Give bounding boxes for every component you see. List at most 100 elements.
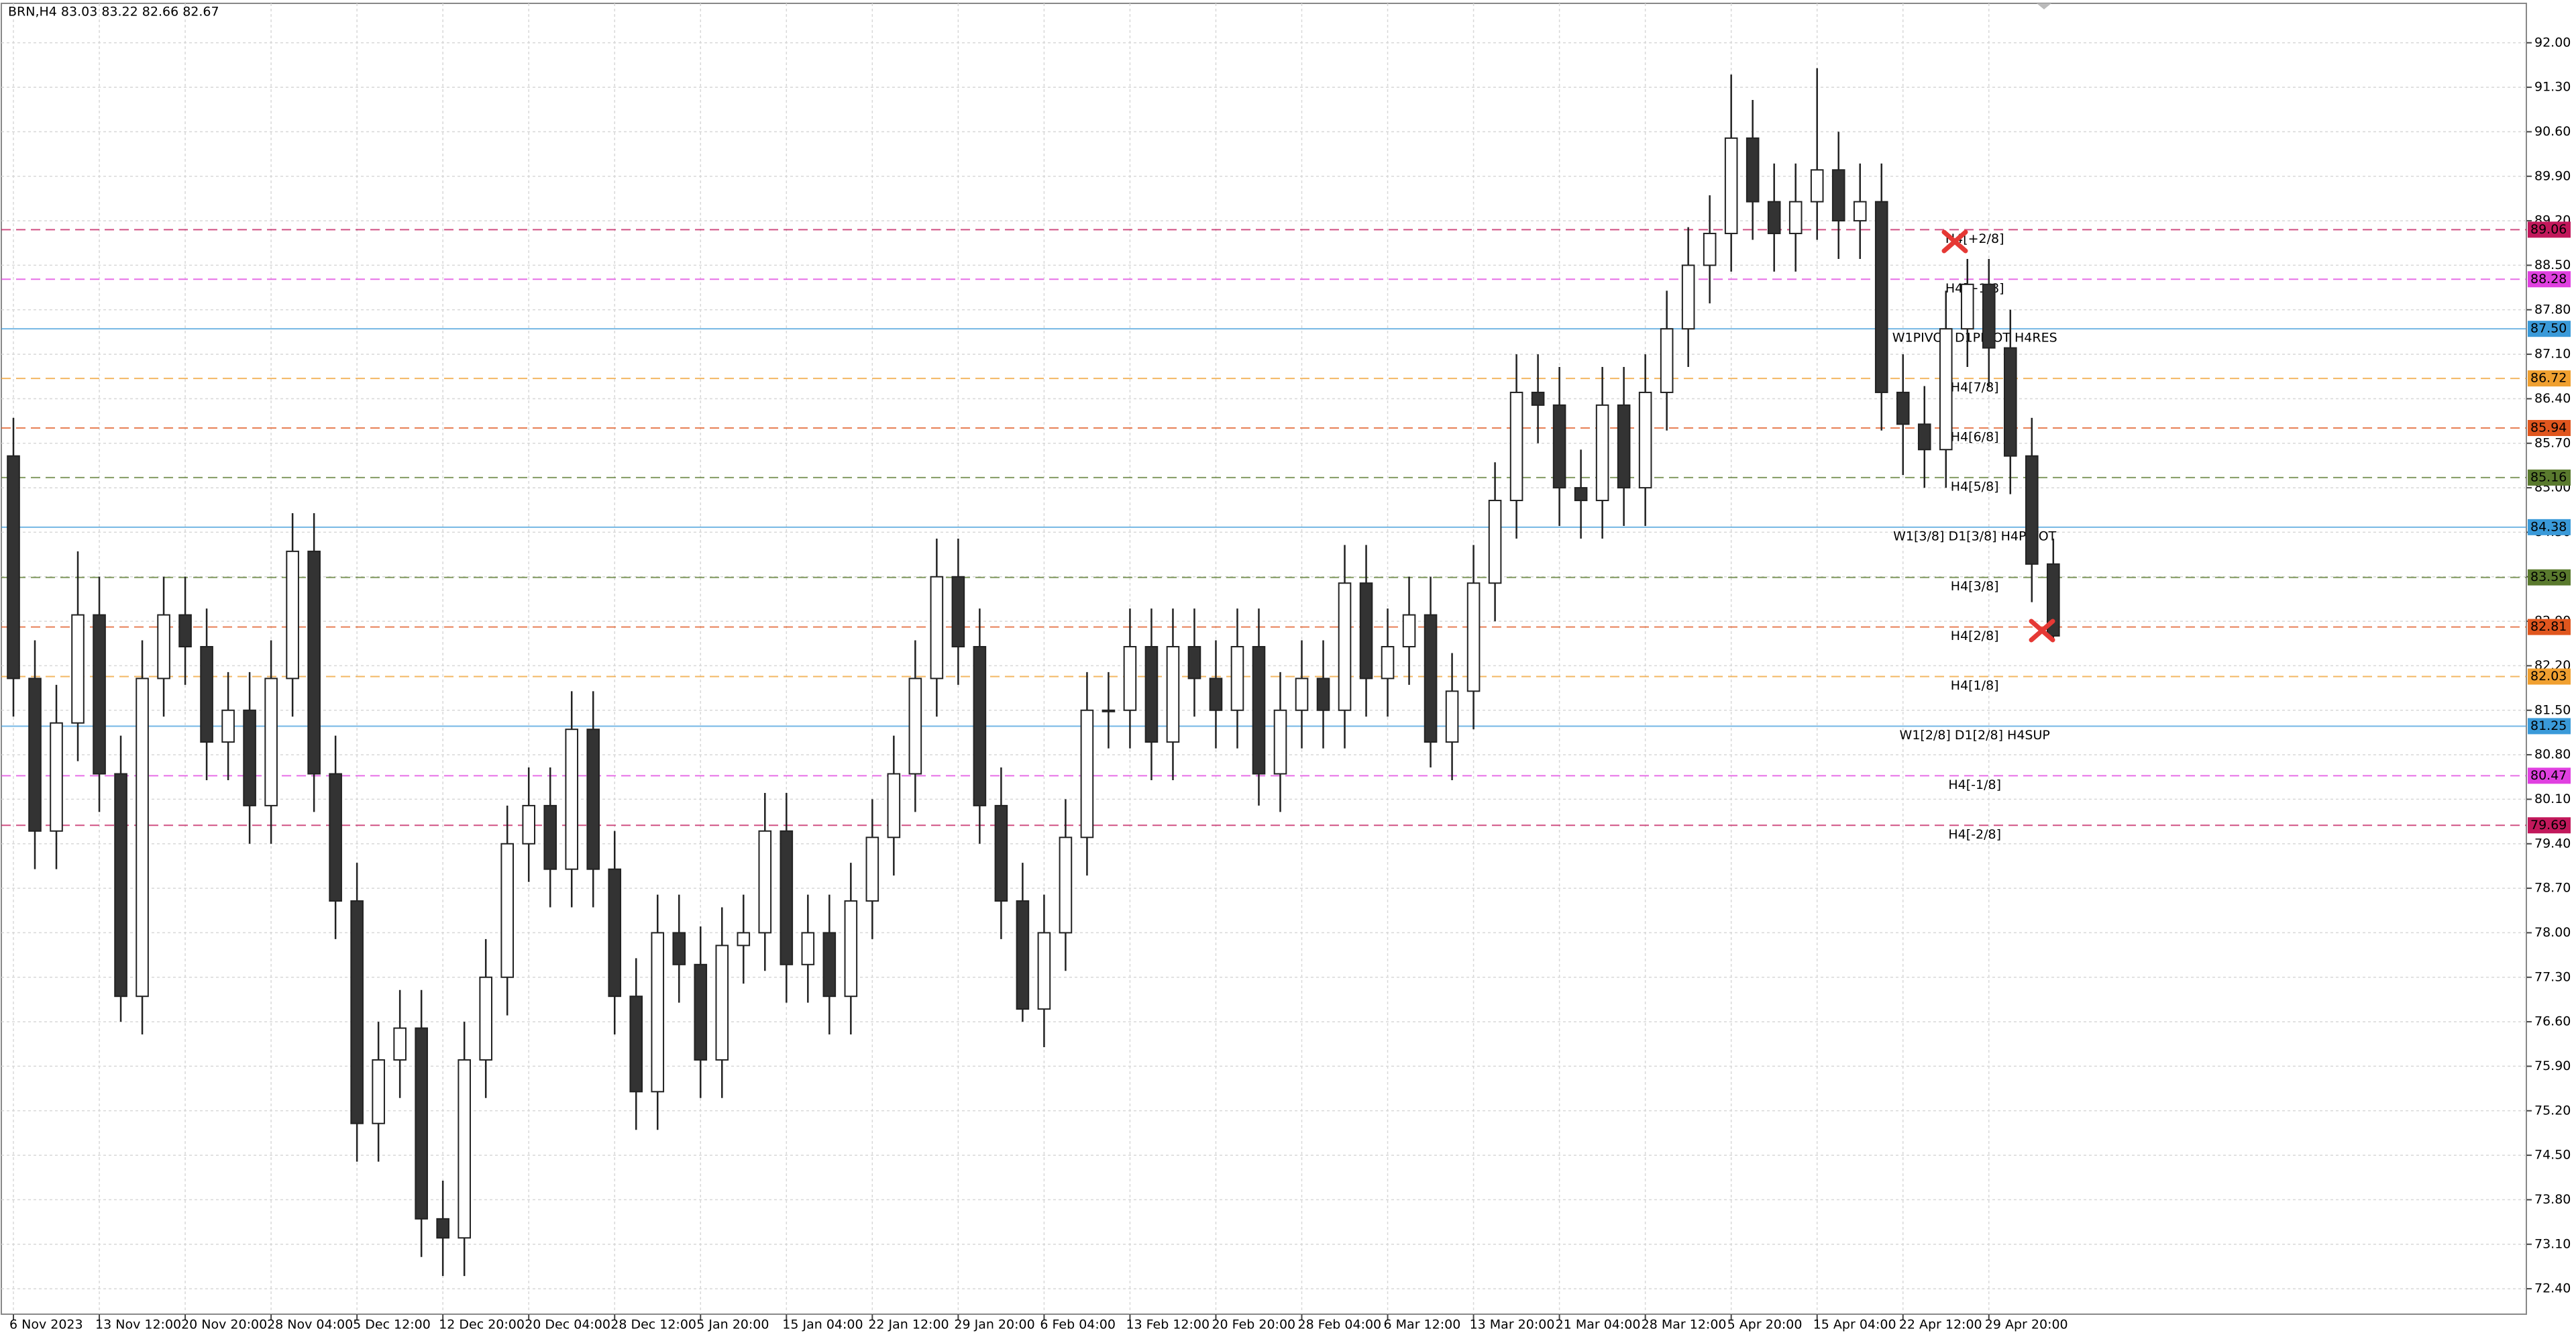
y-tick-label: 91.30 (2534, 80, 2571, 95)
candle-body (1488, 500, 1502, 584)
y-tick-label: 74.50 (2534, 1148, 2571, 1163)
y-tick-label: 92.00 (2534, 35, 2571, 50)
level-label: H4[1/8] (1951, 678, 1999, 693)
y-tick-label: 78.70 (2534, 881, 2571, 896)
candle-body (157, 614, 170, 680)
candle-body (93, 614, 106, 775)
candle-body (1746, 137, 1760, 203)
candle-body (372, 1059, 385, 1124)
y-tick-label: 80.80 (2534, 747, 2571, 762)
level-price: 86.72 (2530, 371, 2567, 386)
x-tick-label: 20 Nov 20:00 (181, 1318, 267, 1332)
candle-body (7, 455, 20, 680)
candle-body (1445, 690, 1459, 743)
candle-body (1402, 614, 1416, 647)
candle-body (565, 729, 579, 870)
level-price: 83.59 (2530, 570, 2567, 584)
candle-body (672, 932, 686, 965)
candle-body (50, 722, 63, 832)
y-tick-label: 73.80 (2534, 1192, 2571, 1207)
candle-body (2003, 347, 2017, 457)
y-tick-label: 87.10 (2534, 347, 2571, 362)
candle-body (908, 678, 922, 775)
level-price: 84.38 (2530, 519, 2567, 534)
candle-body (1080, 709, 1094, 839)
y-tick-label: 86.40 (2534, 391, 2571, 406)
candle-body (1831, 169, 1845, 222)
candle-body (1917, 423, 1931, 451)
candle-body (1187, 645, 1201, 680)
candle-body (1381, 645, 1395, 680)
candle-body (1660, 328, 1674, 393)
y-tick-label: 73.10 (2534, 1236, 2571, 1251)
x-tick-label: 22 Jan 12:00 (868, 1318, 949, 1332)
candle-body (737, 932, 751, 947)
candle-body (1788, 201, 1803, 235)
candle-body (329, 773, 342, 902)
candle-body (586, 729, 600, 870)
level-label: H4[6/8] (1951, 430, 1999, 445)
level-label: W1PIVOT D1PIVOT H4RES (1892, 331, 2057, 345)
candle-body (1016, 900, 1030, 1010)
y-tick-label: 77.30 (2534, 969, 2571, 984)
level-price: 85.94 (2530, 421, 2567, 435)
level-badge (2528, 668, 2571, 685)
y-tick-label: 87.80 (2534, 302, 2571, 317)
level-label: H4[3/8] (1951, 579, 1999, 594)
candle-body (1853, 201, 1867, 222)
x-tick-label: 28 Feb 04:00 (1298, 1318, 1382, 1332)
candle-body (822, 932, 837, 998)
x-tick-label: 5 Dec 12:00 (353, 1318, 431, 1332)
candle-body (1810, 169, 1824, 203)
x-tick-label: 29 Jan 20:00 (954, 1318, 1034, 1332)
y-tick-label: 75.90 (2534, 1059, 2571, 1073)
x-tick-label: 15 Jan 04:00 (782, 1318, 863, 1332)
candle-body (1939, 328, 1953, 451)
level-label: H4[5/8] (1951, 479, 1999, 494)
candles (7, 68, 2060, 1277)
candle-body (629, 996, 643, 1093)
candle-body (200, 645, 213, 743)
x-tick-label: 15 Apr 04:00 (1813, 1318, 1896, 1332)
y-tick-label: 75.20 (2534, 1103, 2571, 1118)
axis: 72.40 73.10 73.80 74.50 75.20 75.90 76.60 77.30… (9, 35, 2571, 1332)
level-price: 88.28 (2530, 272, 2567, 286)
shift-marker (2037, 3, 2051, 9)
level-badge (2528, 271, 2571, 288)
candle-body (1509, 391, 1523, 502)
candle-body (1166, 645, 1180, 743)
x-tick-label: 5 Apr 20:00 (1727, 1318, 1803, 1332)
candle-body (436, 1218, 449, 1239)
candle-body (715, 945, 729, 1061)
trade-marker (2029, 619, 2055, 643)
x-tick-label: 20 Dec 04:00 (525, 1318, 610, 1332)
candle-body (1037, 932, 1051, 1010)
y-tick-label: 79.40 (2534, 836, 2571, 851)
candle-body (2047, 563, 2060, 637)
candle-body (522, 804, 536, 845)
level-price: 87.50 (2530, 321, 2567, 336)
candle-body (243, 709, 256, 806)
y-tick-label: 88.50 (2534, 258, 2571, 272)
x-tick-label: 13 Feb 12:00 (1126, 1318, 1210, 1332)
candle-body (1703, 233, 1717, 266)
trade-marker (1941, 229, 1968, 254)
candle-body (307, 550, 321, 775)
candle-body (286, 550, 299, 680)
x-tick-label: 13 Mar 20:00 (1470, 1318, 1555, 1332)
candle-body (1059, 837, 1073, 934)
candle-body (865, 837, 879, 902)
candle-body (844, 900, 858, 998)
candle-body (1724, 137, 1738, 235)
level-badge (2528, 420, 2571, 437)
level-badge (2528, 370, 2571, 387)
level-price: 80.47 (2530, 768, 2567, 783)
chart-title: BRN,H4 83.03 83.22 82.66 82.67 (8, 5, 219, 19)
candle-body (543, 804, 557, 870)
x-tick-label: 12 Dec 20:00 (439, 1318, 525, 1332)
x-tick-label: 29 Apr 20:00 (1985, 1318, 2068, 1332)
level-label: W1[2/8] D1[2/8] H4SUP (1900, 728, 2050, 743)
level-price: 81.25 (2530, 718, 2567, 733)
x-tick-label: 28 Mar 12:00 (1642, 1318, 1727, 1332)
